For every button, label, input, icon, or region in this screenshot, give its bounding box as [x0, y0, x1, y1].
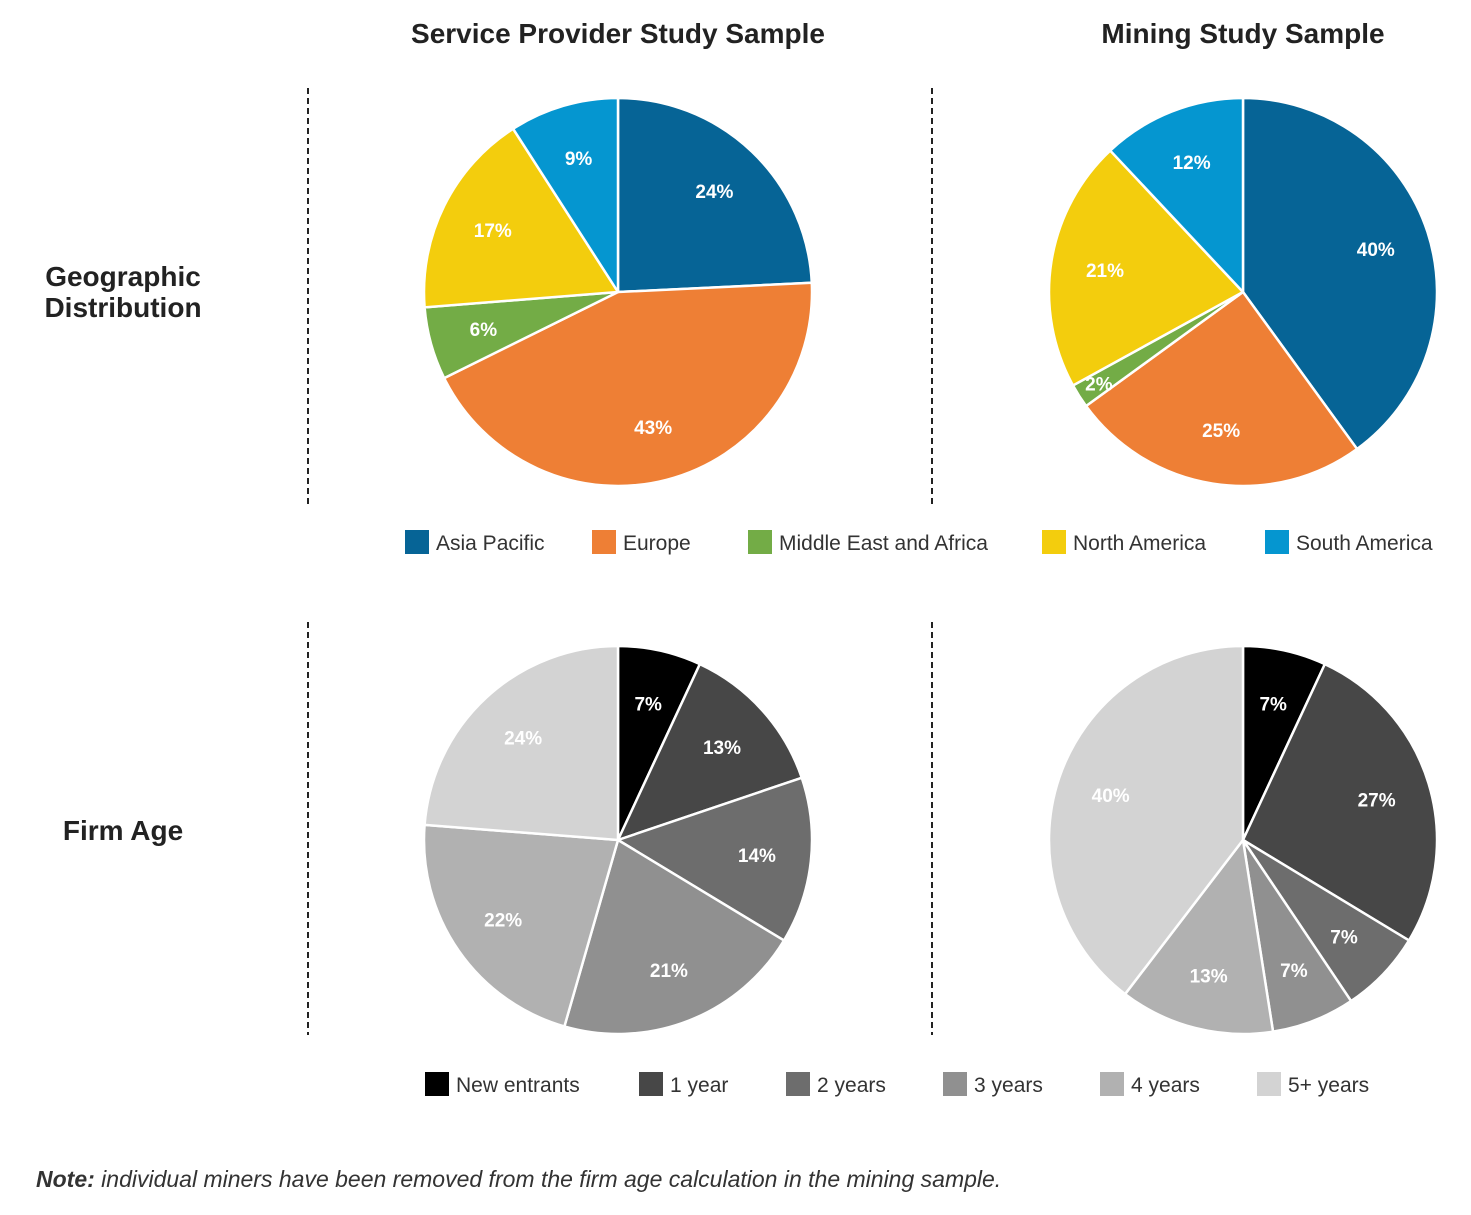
slice-label-5-years: 40% — [1092, 786, 1130, 807]
row-title-geographic-line2: Distribution — [44, 292, 201, 323]
legend-label-asia-pacific: Asia Pacific — [436, 532, 545, 555]
pie-slice-south-america — [511, 96, 620, 294]
slice-label-1-year: 13% — [703, 738, 741, 759]
footnote: Note: individual miners have been remove… — [36, 1166, 1001, 1193]
legend-label-4-years: 4 years — [1131, 1074, 1200, 1097]
slice-label-2-years: 14% — [738, 846, 776, 867]
legend-swatch-south-america — [1265, 530, 1289, 554]
pie-slice-3-years — [563, 838, 786, 1036]
pie-service-provider-geographic: 24% 43% 6% 17% 9% — [422, 96, 814, 488]
slice-label-middle-east-and-africa: 2% — [1085, 375, 1113, 396]
slice-label-3-years: 7% — [1280, 961, 1308, 982]
legend-label-5-years: 5+ years — [1288, 1074, 1369, 1097]
legend-swatch-4-years — [1100, 1072, 1124, 1096]
column-title-mining: Mining Study Sample — [1101, 18, 1384, 49]
slice-label-south-america: 9% — [565, 149, 593, 170]
pie-slice-north-america — [422, 127, 620, 309]
legend-label-europe: Europe — [623, 532, 691, 555]
slice-label-2-years: 7% — [1330, 927, 1358, 948]
pie-slice-5-years — [1047, 644, 1245, 996]
legend-swatch-3-years — [943, 1072, 967, 1096]
slice-label-5-years: 24% — [504, 729, 542, 750]
legend-swatch-1-year — [639, 1072, 663, 1096]
pie-slice-asia-pacific — [1241, 96, 1439, 451]
pie-slice-asia-pacific — [616, 96, 814, 294]
pie-mining-geographic: 40% 25% 2% 21% 12% — [1047, 96, 1439, 488]
column-title-service-provider: Service Provider Study Sample — [411, 18, 825, 49]
pie-slice-2-years — [616, 776, 814, 942]
legend-swatch-2-years — [786, 1072, 810, 1096]
legend-swatch-5-years — [1257, 1072, 1281, 1096]
row-title-geographic-line1: Geographic — [45, 261, 201, 292]
slice-label-new-entrants: 7% — [1259, 695, 1287, 716]
pie-charts-svg: Service Provider Study Sample Mining Stu… — [44, 18, 1439, 1097]
slice-label-south-america: 12% — [1173, 153, 1211, 174]
footnote-label: Note: — [36, 1166, 95, 1192]
slice-label-europe: 43% — [634, 418, 672, 439]
pie-slice-europe — [1084, 290, 1359, 488]
slice-label-3-years: 21% — [650, 961, 688, 982]
slice-label-4-years: 13% — [1190, 966, 1228, 987]
row-title-firm-age: Firm Age — [63, 815, 183, 846]
legend-label-2-years: 2 years — [817, 1074, 886, 1097]
legend-geographic: Asia Pacific Europe Middle East and Africa… — [405, 530, 1433, 555]
legend-label-new-entrants: New entrants — [456, 1074, 580, 1097]
slice-label-asia-pacific: 40% — [1357, 240, 1395, 261]
legend-swatch-asia-pacific — [405, 530, 429, 554]
slice-label-4-years: 22% — [484, 911, 522, 932]
slice-label-1-year: 27% — [1358, 790, 1396, 811]
pie-slice-north-america — [1047, 149, 1245, 387]
legend-swatch-europe — [592, 530, 616, 554]
legend-firm-age: New entrants 1 year 2 years 3 years 4 years 5… — [425, 1072, 1369, 1097]
pie-service-provider-firm-age: 7% 13% 14% 21% 22% 24% — [422, 644, 814, 1036]
legend-label-middle-east-and-africa: Middle East and Africa — [779, 532, 988, 555]
legend-label-south-america: South America — [1296, 532, 1433, 555]
pie-slice-4-years — [1123, 838, 1275, 1036]
legend-label-3-years: 3 years — [974, 1074, 1043, 1097]
pie-slice-1-year — [1241, 662, 1439, 942]
footnote-text: individual miners have been removed from… — [94, 1166, 1002, 1192]
slice-label-middle-east-and-africa: 6% — [470, 320, 498, 341]
legend-swatch-north-america — [1042, 530, 1066, 554]
legend-label-north-america: North America — [1073, 532, 1206, 555]
legend-label-1-year: 1 year — [670, 1074, 728, 1097]
pie-slice-5-years — [423, 644, 620, 842]
slice-label-asia-pacific: 24% — [695, 182, 733, 203]
pie-slice-south-america — [1108, 96, 1245, 294]
slice-label-europe: 25% — [1202, 421, 1240, 442]
slice-label-new-entrants: 7% — [634, 695, 662, 716]
slice-label-north-america: 21% — [1086, 261, 1124, 282]
pie-slice-1-year — [616, 662, 803, 842]
slice-label-north-america: 17% — [474, 221, 512, 242]
pie-slice-4-years — [422, 823, 620, 1028]
legend-swatch-new-entrants — [425, 1072, 449, 1096]
pie-mining-firm-age: 7% 27% 7% 7% 13% 40% — [1047, 644, 1439, 1036]
legend-swatch-middle-east-and-africa — [748, 530, 772, 554]
